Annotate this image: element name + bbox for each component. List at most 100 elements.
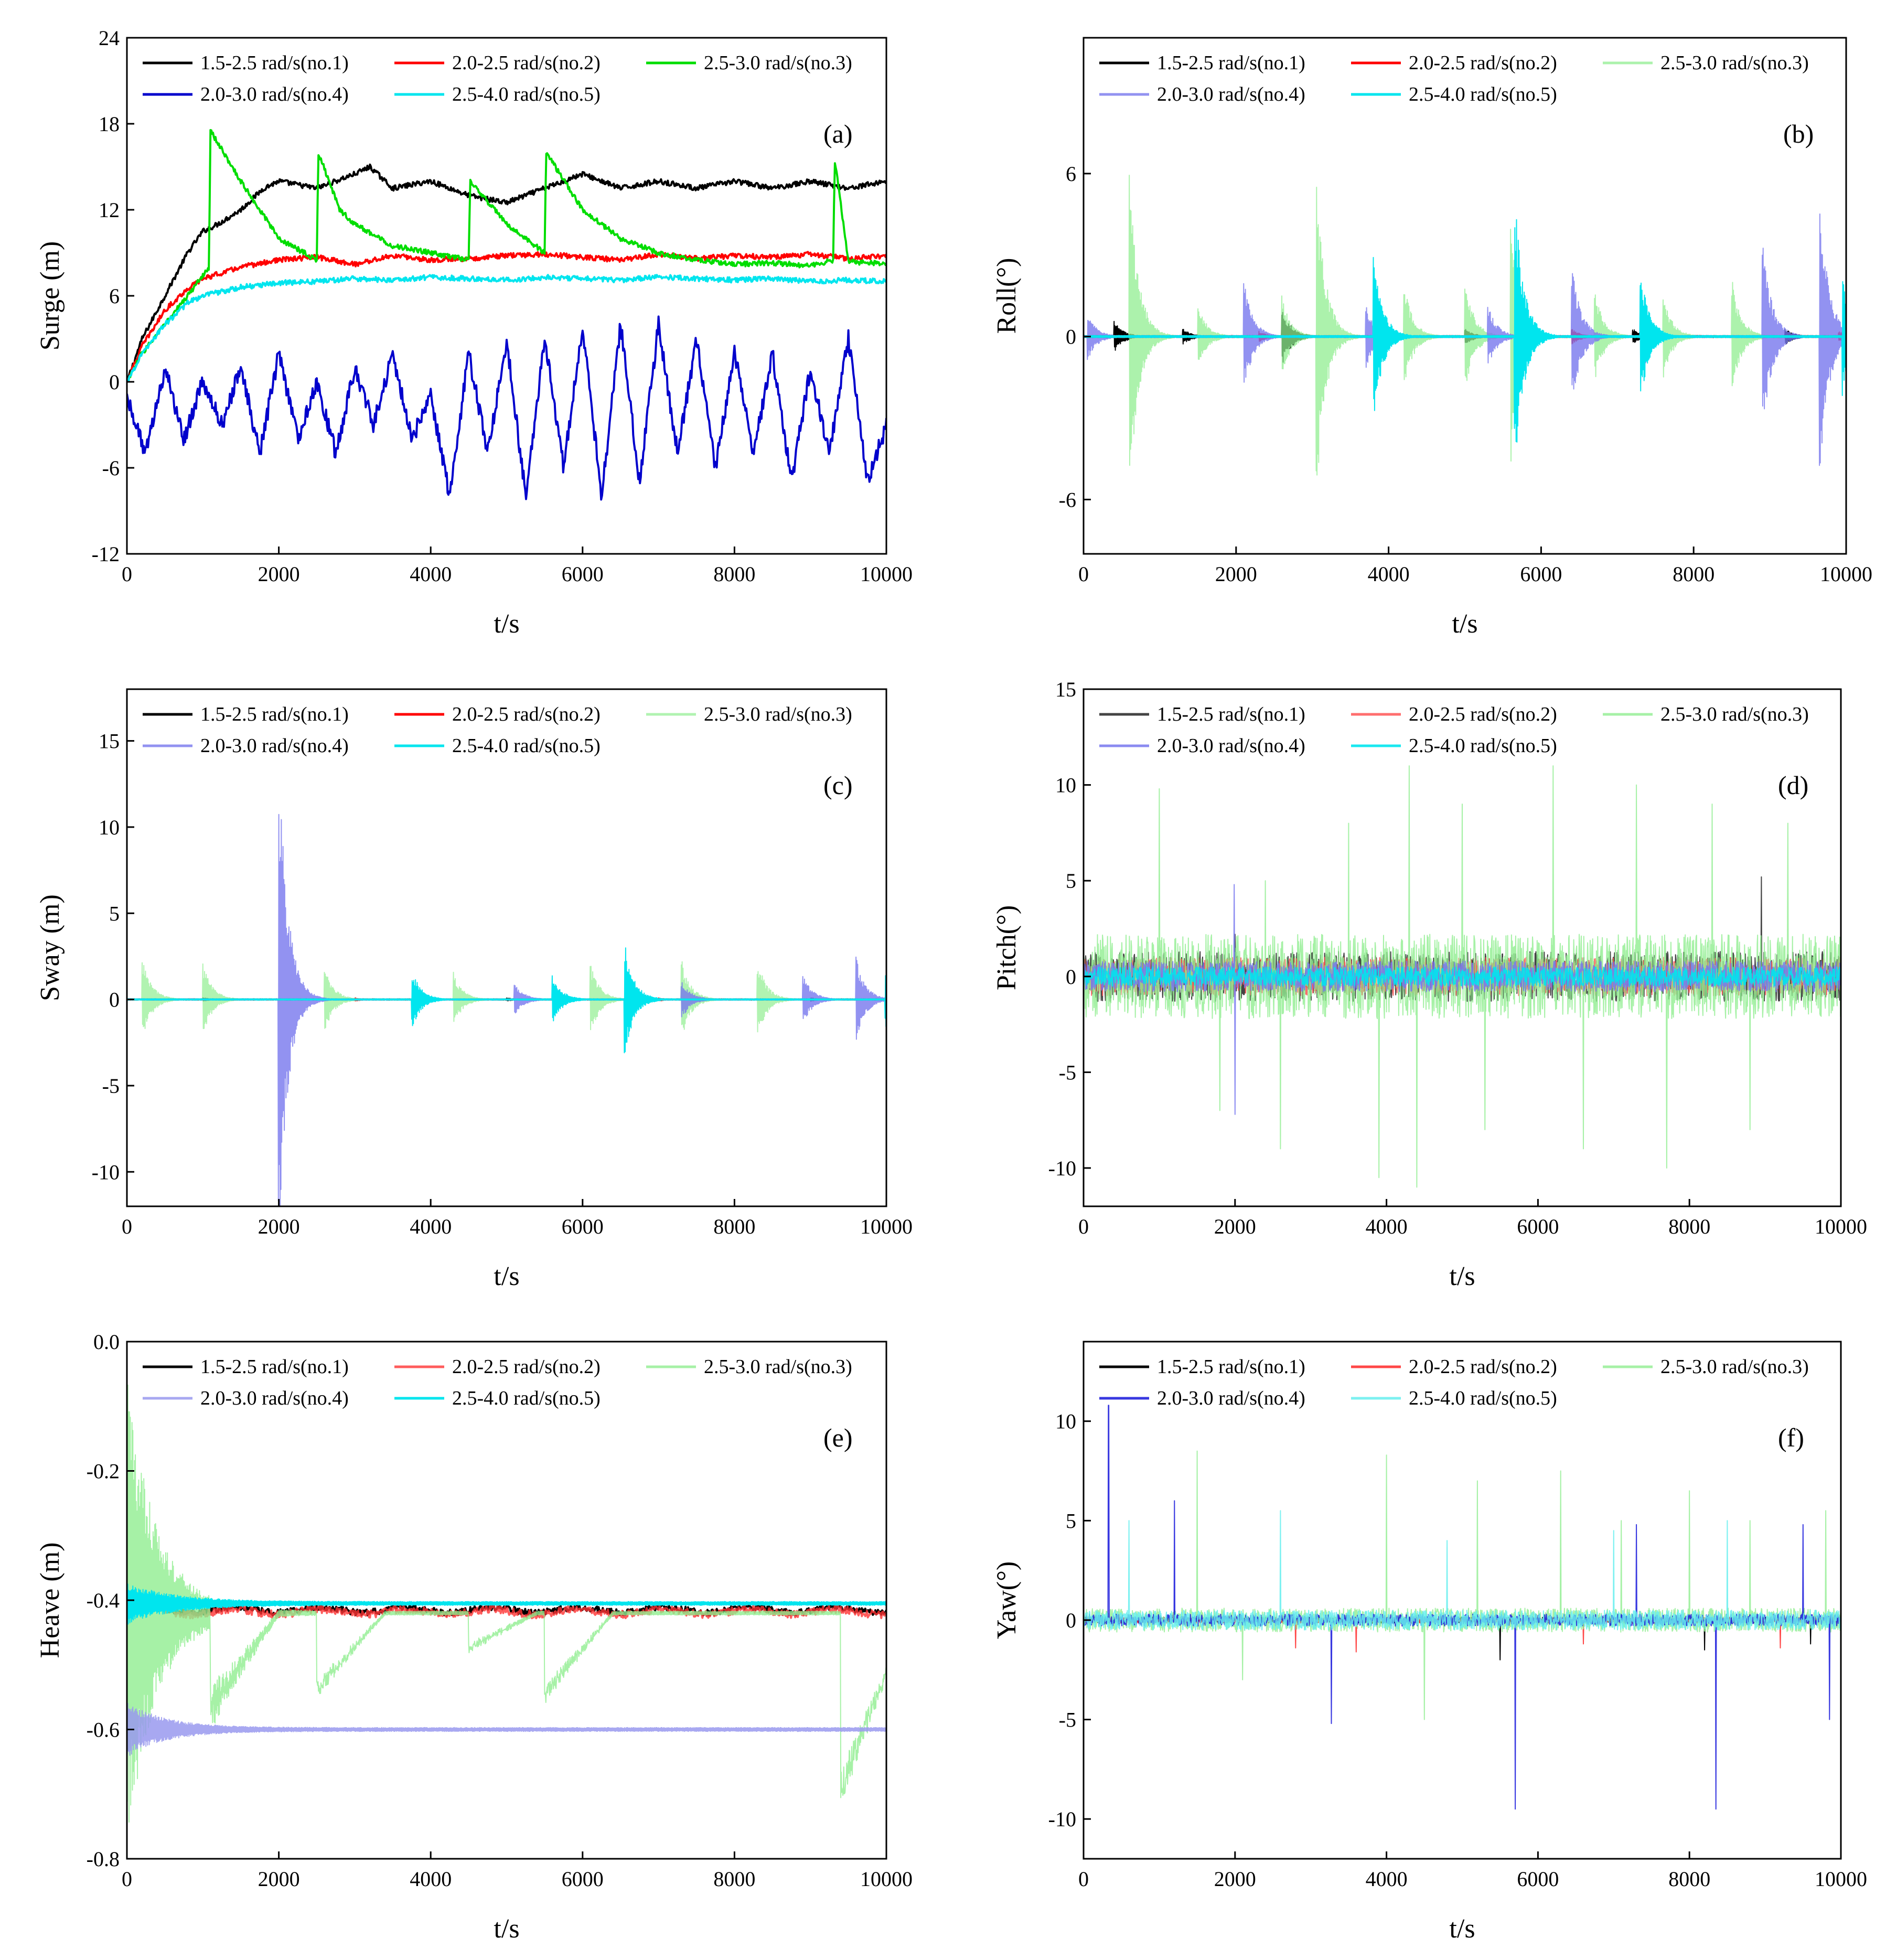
legend-label-3: 2.5-3.0 rad/s(no.3)	[704, 52, 852, 74]
chart-panel-a: 0 2000 4000 6000 8000 10000 -12 -6 0 6 12 18 24 t/s Su…	[35, 26, 913, 639]
series-group	[127, 1384, 886, 1823]
legend: 1.5-2.5 rad/s(no.1) 2.0-2.5 rad/s(no.2) 2.…	[1099, 1356, 1809, 1409]
legend-label-1: 1.5-2.5 rad/s(no.1)	[1157, 52, 1305, 74]
plot-frame	[1083, 37, 1847, 555]
x-tick-label: 8000	[1668, 1867, 1710, 1891]
x-tick-label: 10000	[860, 1215, 913, 1238]
legend-label-1: 1.5-2.5 rad/s(no.1)	[200, 703, 349, 725]
x-axis-title: t/s	[1449, 1914, 1475, 1944]
y-tick-label: -5	[1059, 1061, 1076, 1084]
legend: 1.5-2.5 rad/s(no.1) 2.0-2.5 rad/s(no.2) 2.…	[143, 1356, 852, 1409]
x-tick-label: 2000	[258, 562, 300, 586]
series-group	[127, 129, 886, 501]
y-tick-label: -6	[102, 456, 120, 480]
x-tick-label: 4000	[410, 562, 452, 586]
x-tick-label: 8000	[1673, 562, 1714, 586]
series-line-4	[127, 813, 886, 1206]
y-tick-label: 6	[1066, 162, 1076, 186]
plot-frame	[1083, 1341, 1842, 1860]
legend-label-1: 1.5-2.5 rad/s(no.1)	[1157, 703, 1305, 725]
y-axis-title: Surge (m)	[35, 241, 65, 350]
x-tick-label: 10000	[860, 1867, 913, 1891]
panel-label: (b)	[1783, 119, 1814, 148]
x-tick-label: 0	[122, 1867, 132, 1891]
series-line-3	[127, 961, 886, 1033]
legend: 1.5-2.5 rad/s(no.1) 2.0-2.5 rad/s(no.2) 2.…	[1099, 703, 1809, 757]
x-tick-label: 6000	[562, 1867, 604, 1891]
legend-label-2: 2.0-2.5 rad/s(no.2)	[1409, 703, 1557, 725]
y-tick-label: 15	[99, 730, 120, 753]
legend-label-1: 1.5-2.5 rad/s(no.1)	[1157, 1356, 1305, 1378]
plot-frame	[126, 688, 887, 1207]
panel-label: (e)	[823, 1423, 853, 1452]
y-tick-label: -12	[92, 542, 120, 566]
x-tick-label: 6000	[562, 1215, 604, 1238]
y-axis-title: Heave (m)	[35, 1543, 65, 1658]
plot-frame	[1083, 688, 1842, 1207]
x-tick-label: 4000	[1368, 562, 1410, 586]
y-tick-label: 15	[1055, 678, 1076, 701]
series-group	[1084, 765, 1841, 1188]
series-line-3	[127, 129, 886, 382]
chart-panel-e: 0 2000 4000 6000 8000 10000 -0.8 -0.6 -0.4 -0.2 0.…	[35, 1330, 913, 1944]
panel-label: (a)	[823, 119, 853, 148]
y-tick-label: 10	[1055, 774, 1076, 797]
x-axis-title: t/s	[1449, 1261, 1475, 1291]
legend-label-5: 2.5-4.0 rad/s(no.5)	[452, 83, 601, 105]
y-tick-label: -6	[1059, 488, 1076, 511]
series-group	[127, 813, 886, 1206]
y-tick-label: 12	[99, 198, 120, 222]
x-axis-title: t/s	[494, 1914, 519, 1944]
x-tick-label: 2000	[258, 1867, 300, 1891]
series-line-3	[1084, 175, 1846, 476]
x-tick-label: 8000	[713, 1215, 755, 1238]
legend: 1.5-2.5 rad/s(no.1) 2.0-2.5 rad/s(no.2) 2.…	[143, 52, 852, 105]
series-line-5	[1084, 966, 1841, 987]
y-tick-label: -5	[102, 1074, 120, 1098]
x-tick-label: 0	[122, 1215, 132, 1238]
y-tick-label: 6	[109, 284, 120, 308]
x-tick-label: 10000	[1815, 1215, 1867, 1238]
y-tick-label: -10	[92, 1160, 120, 1184]
plot-frame	[126, 37, 887, 555]
y-tick-label: 0	[109, 988, 120, 1012]
x-axis-title: t/s	[1452, 609, 1477, 639]
series-line-3	[127, 1384, 886, 1823]
chart-panel-f: 0 2000 4000 6000 8000 10000 -10 -5 0 5 10 t/s Yaw(°)…	[992, 1341, 1867, 1944]
x-tick-label: 6000	[1517, 1215, 1559, 1238]
plot-frame	[126, 1341, 887, 1860]
y-tick-label: -0.2	[87, 1460, 120, 1483]
legend: 1.5-2.5 rad/s(no.1) 2.0-2.5 rad/s(no.2) 2.…	[1099, 52, 1809, 105]
y-tick-label: 5	[1066, 1509, 1076, 1533]
y-tick-label: 0	[109, 370, 120, 394]
chart-panel-b: 0 2000 4000 6000 8000 10000 -6 0 6 t/s Roll(°) (b) 1…	[992, 37, 1872, 639]
legend-label-5: 2.5-4.0 rad/s(no.5)	[1409, 735, 1557, 757]
x-tick-label: 8000	[713, 562, 755, 586]
x-tick-label: 8000	[713, 1867, 755, 1891]
legend-label-4: 2.0-3.0 rad/s(no.4)	[200, 83, 349, 105]
series-line-5	[127, 274, 886, 382]
y-tick-label: -10	[1048, 1807, 1076, 1831]
chart-panel-c: 0 2000 4000 6000 8000 10000 -10 -5 0 5 10 15 t/s Sway…	[35, 688, 913, 1291]
series-line-5	[127, 1583, 886, 1625]
legend-label-3: 2.5-3.0 rad/s(no.3)	[1660, 703, 1809, 725]
x-tick-label: 0	[1078, 1215, 1089, 1238]
y-axis-title: Yaw(°)	[992, 1561, 1022, 1639]
x-tick-label: 0	[122, 562, 132, 586]
legend-label-3: 2.5-3.0 rad/s(no.3)	[704, 1356, 852, 1378]
y-tick-label: 0	[1066, 1609, 1076, 1632]
x-tick-label: 2000	[1214, 1215, 1256, 1238]
legend-label-4: 2.0-3.0 rad/s(no.4)	[200, 735, 349, 757]
y-tick-label: 0	[1066, 325, 1076, 349]
series-line-5	[1084, 219, 1846, 443]
x-tick-label: 10000	[860, 562, 913, 586]
legend-label-5: 2.5-4.0 rad/s(no.5)	[452, 735, 601, 757]
legend-label-2: 2.0-2.5 rad/s(no.2)	[452, 52, 601, 74]
legend-label-2: 2.0-2.5 rad/s(no.2)	[1409, 1356, 1557, 1378]
panel-label: (c)	[823, 770, 853, 800]
x-tick-label: 10000	[1820, 562, 1872, 586]
legend-label-2: 2.0-2.5 rad/s(no.2)	[1409, 52, 1557, 74]
series-line-5	[1084, 1510, 1841, 1631]
series-line-4	[127, 1702, 886, 1756]
